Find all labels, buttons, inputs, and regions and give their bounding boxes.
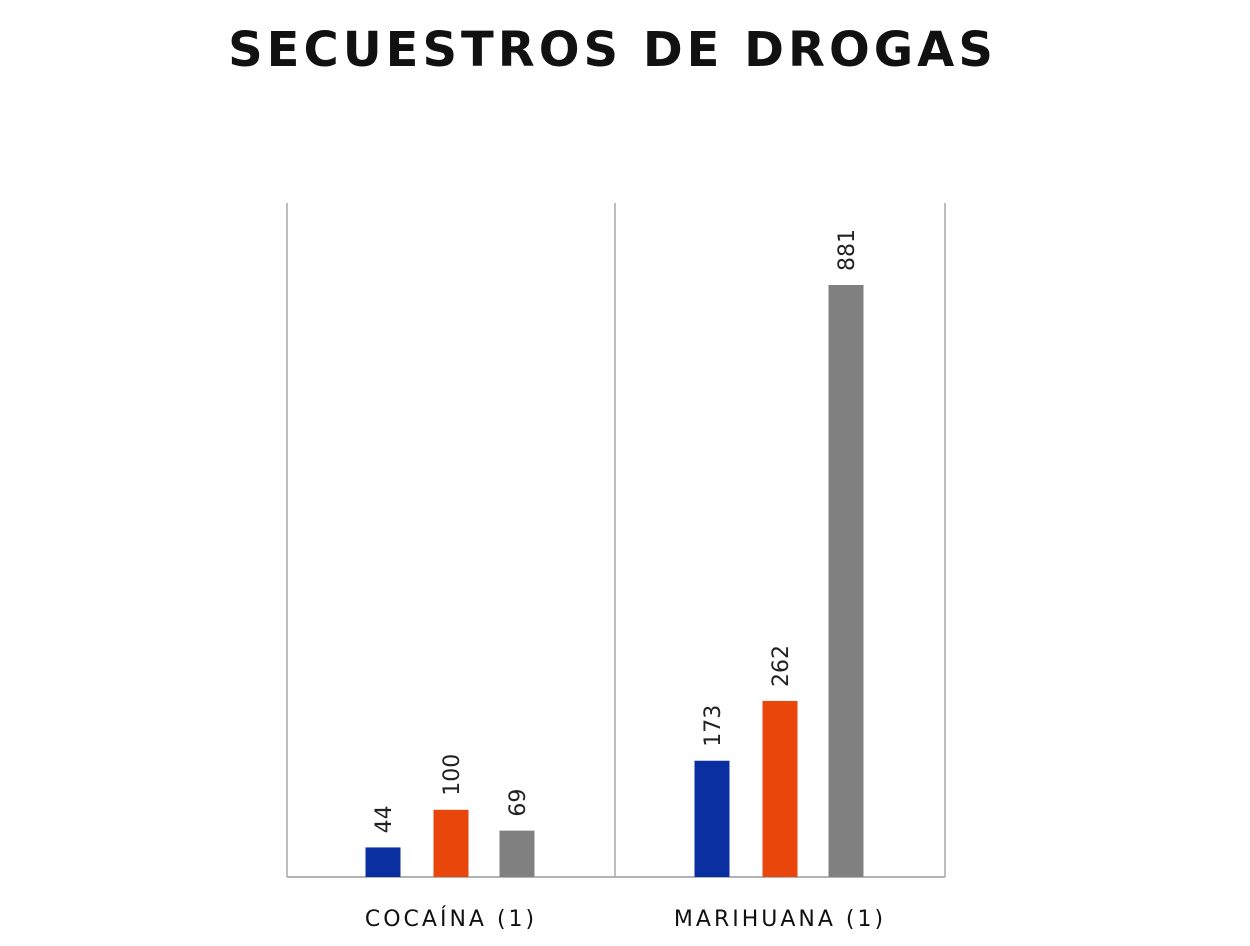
category-label: COCAÍNA (1) bbox=[365, 906, 537, 932]
data-label: 173 bbox=[701, 705, 726, 747]
data-labels: 44 100 69 173 262 881 bbox=[372, 229, 860, 833]
category-label: MARIHUANA (1) bbox=[674, 907, 886, 932]
bar bbox=[828, 285, 864, 877]
bar bbox=[762, 700, 798, 877]
data-label: 881 bbox=[835, 229, 860, 271]
bar bbox=[365, 847, 401, 877]
bars bbox=[365, 285, 864, 877]
bar bbox=[433, 809, 469, 877]
data-label: 100 bbox=[440, 754, 465, 796]
data-label: 69 bbox=[506, 789, 531, 817]
data-label: 262 bbox=[769, 645, 794, 687]
chart-title: SECUESTROS DE DROGAS bbox=[228, 22, 997, 78]
bar bbox=[694, 760, 730, 877]
data-label: 44 bbox=[372, 805, 397, 833]
category-labels: COCAÍNA (1) MARIHUANA (1) bbox=[365, 906, 886, 932]
bar bbox=[499, 830, 535, 877]
